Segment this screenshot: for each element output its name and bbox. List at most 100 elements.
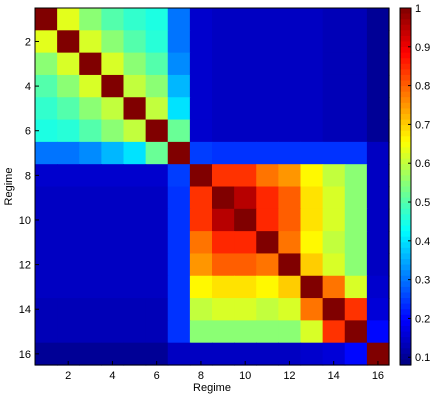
colorbar-swatch	[400, 169, 411, 176]
heatmap-cell	[79, 320, 102, 344]
heatmap-cell	[35, 186, 58, 210]
heatmap-cell	[145, 119, 169, 143]
heatmap-cell	[300, 119, 324, 143]
heatmap-cell	[344, 342, 368, 366]
colorbar-swatch	[400, 102, 411, 110]
heatmap-cell	[57, 298, 80, 321]
heatmap-cell	[256, 52, 279, 76]
heatmap-cell	[145, 320, 169, 344]
heatmap-cell	[189, 186, 213, 210]
heatmap-cell	[212, 52, 235, 76]
y-axis-ticks: 2 4 6 8 10 12 14 16	[19, 36, 39, 361]
heatmap-cell	[167, 52, 191, 76]
colorbar-tick-label: 0.6	[415, 158, 430, 170]
colorbar-swatch	[400, 158, 411, 165]
x-tick-label: 14	[328, 370, 340, 382]
heatmap-cells	[35, 8, 390, 366]
heatmap-cell	[300, 97, 324, 121]
heatmap-cell	[234, 141, 257, 165]
colorbar-swatch	[400, 208, 411, 215]
heatmap-cell	[212, 164, 235, 188]
heatmap-cell	[322, 253, 346, 277]
heatmap-cell	[35, 8, 58, 31]
plot-frame	[34, 7, 390, 366]
heatmap-cell	[322, 52, 346, 76]
heatmap-cell	[234, 186, 257, 210]
colorbar-swatch	[400, 264, 411, 271]
heatmap-cell	[366, 253, 390, 277]
heatmap-cell	[57, 141, 80, 165]
heatmap-cell	[123, 164, 147, 188]
heatmap-cell	[35, 119, 58, 143]
colorbar-swatch	[400, 63, 411, 70]
y-tick-label: 4	[25, 81, 31, 93]
colorbar-swatch	[400, 153, 411, 160]
heatmap-cell	[322, 275, 346, 299]
heatmap-cell	[212, 97, 235, 121]
heatmap-cell	[167, 253, 191, 277]
heatmap-cell	[101, 74, 125, 98]
heatmap-cell	[234, 74, 257, 98]
heatmap-cell	[57, 208, 80, 232]
heatmap-cell	[123, 208, 147, 232]
heatmap-cell	[35, 231, 58, 255]
colorbar-swatch	[400, 13, 411, 20]
heatmap-cell	[189, 231, 213, 255]
heatmap-cell	[167, 275, 191, 299]
colorbar-swatch	[400, 219, 411, 227]
colorbar-swatch	[400, 275, 411, 282]
heatmap-cell	[366, 119, 390, 143]
colorbar-swatch	[400, 180, 411, 188]
heatmap-cell	[145, 298, 169, 321]
heatmap-cell	[101, 141, 125, 165]
heatmap-cell	[57, 8, 80, 31]
heatmap-cell	[278, 30, 302, 54]
colorbar-swatch	[400, 259, 411, 266]
heatmap-cell	[189, 119, 213, 143]
heatmap-cell	[234, 97, 257, 121]
colorbar-swatch	[400, 136, 411, 143]
heatmap-cell	[344, 141, 368, 165]
x-axis-label: Regime	[193, 382, 231, 394]
heatmap-cell	[167, 164, 191, 188]
heatmap-cell	[300, 208, 324, 232]
heatmap-cell	[256, 141, 279, 165]
heatmap-cell	[278, 253, 302, 277]
colorbar: 0.1 0.2 0.3 0.4 0.5 0.6 0.7 0.8 0.9 1	[399, 3, 430, 366]
colorbar-tick-label: 0.3	[415, 275, 430, 287]
heatmap-cell	[123, 298, 147, 321]
heatmap-cell	[167, 8, 191, 31]
heatmap-cell	[79, 97, 102, 121]
heatmap-cell	[167, 298, 191, 321]
heatmap-cell	[366, 186, 390, 210]
heatmap-cell	[366, 320, 390, 344]
heatmap-cell	[366, 208, 390, 232]
colorbar-swatch	[400, 342, 411, 349]
colorbar-swatch	[400, 270, 411, 277]
colorbar-swatch	[400, 130, 411, 137]
colorbar-swatch	[400, 320, 411, 327]
heatmap-cell	[322, 164, 346, 188]
heatmap-cell	[57, 74, 80, 98]
heatmap-cell	[123, 52, 147, 76]
y-tick-label: 14	[19, 304, 31, 316]
heatmap-cell	[278, 275, 302, 299]
heatmap-cell	[167, 231, 191, 255]
heatmap-cell	[79, 164, 102, 188]
heatmap-cell	[344, 320, 368, 344]
heatmap-cell	[322, 30, 346, 54]
heatmap-cell	[300, 342, 324, 366]
heatmap-cell	[344, 298, 368, 321]
heatmap-cell	[256, 119, 279, 143]
heatmap-cell	[278, 186, 302, 210]
heatmap-cell	[167, 97, 191, 121]
heatmap-cell	[234, 253, 257, 277]
heatmap-cell	[322, 74, 346, 98]
colorbar-swatch	[400, 91, 411, 98]
colorbar-swatch	[400, 337, 411, 344]
colorbar-tick-label: 0.7	[415, 119, 430, 131]
y-tick-label: 8	[25, 170, 31, 182]
heatmap-cell	[79, 74, 102, 98]
heatmap-cell	[344, 208, 368, 232]
